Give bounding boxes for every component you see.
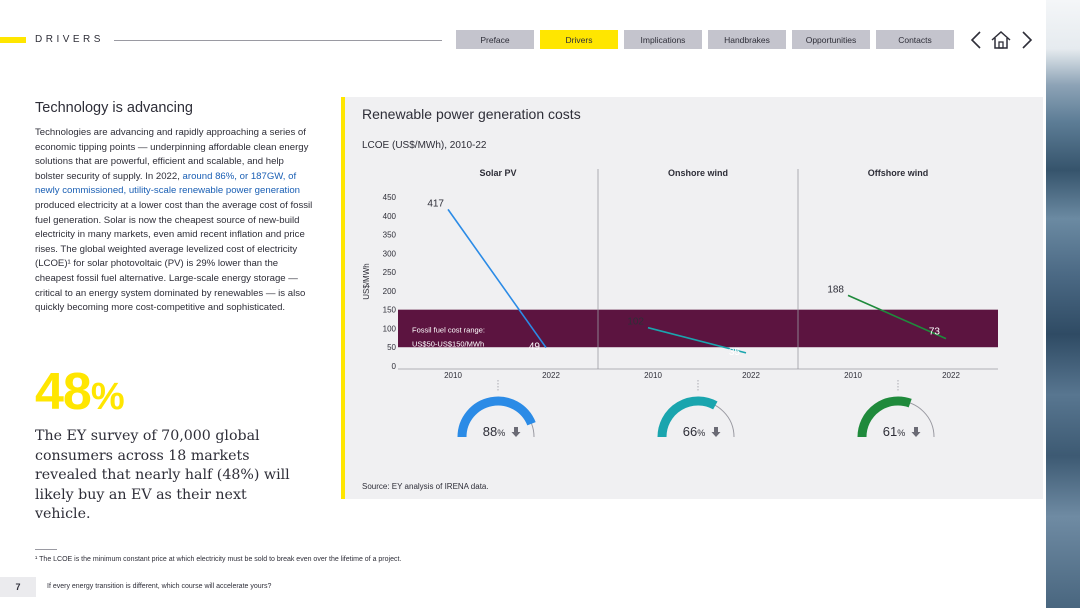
y-tick-label-150: 150 [383, 306, 397, 315]
chart-source: Source: EY analysis of IRENA data. [362, 482, 489, 491]
data-label-end-0: 49 [529, 342, 541, 353]
chevron-left-icon[interactable] [966, 29, 988, 51]
x-tick-end-2: 2022 [942, 371, 960, 380]
data-label-start-1: 102 [627, 317, 644, 328]
nav-tab-preface[interactable]: Preface [456, 30, 534, 49]
y-tick-label-400: 400 [383, 212, 397, 221]
gauge-value-number-2: 61 [883, 424, 897, 439]
body-paragraph: Technologies are advancing and rapidly a… [35, 126, 315, 316]
footnote-rule [35, 549, 57, 550]
series-line-0 [447, 208, 547, 349]
y-tick-label-450: 450 [383, 193, 397, 202]
nav-tab-drivers[interactable]: Drivers [540, 30, 618, 49]
chart-title: Renewable power generation costs [362, 106, 581, 122]
chart-panel-accent [341, 97, 345, 499]
y-tick-label-300: 300 [383, 249, 397, 258]
big-stat: 48% [35, 362, 125, 427]
chevron-right-icon[interactable] [1015, 29, 1037, 51]
data-label-start-0: 417 [427, 198, 444, 209]
gauge-fill-0 [457, 396, 536, 438]
y-tick-label-350: 350 [383, 231, 397, 240]
body-text-end: produced electricity at a lower cost tha… [35, 199, 313, 314]
gauge-value-unit-0: % [497, 428, 505, 438]
nav-tab-contacts[interactable]: Contacts [876, 30, 954, 49]
down-arrow-icon-1 [711, 427, 721, 437]
nav-tab-opportunities[interactable]: Opportunities [792, 30, 870, 49]
nav-tab-implications[interactable]: Implications [624, 30, 702, 49]
series-line-2 [847, 294, 947, 340]
big-stat-unit: % [90, 376, 125, 418]
fossil-cost-band [398, 309, 998, 348]
gauge-value-0: 88% [483, 424, 505, 439]
gauge-value-number-0: 88 [483, 424, 497, 439]
data-label-end-2: 73 [929, 327, 941, 338]
y-axis-label: US$/MWh [362, 263, 371, 299]
fossil-band-label-line1: Fossil fuel cost range: [412, 326, 485, 335]
gauge-value-number-1: 66 [683, 424, 697, 439]
footer-tagline: If every energy transition is different,… [47, 583, 272, 590]
panel-title-0: Solar PV [479, 168, 516, 178]
home-icon[interactable] [990, 29, 1012, 51]
y-tick-label-100: 100 [383, 324, 397, 333]
footnote: ¹ The LCOE is the minimum constant price… [35, 556, 402, 563]
coastal-photo-strip [1046, 0, 1080, 608]
page-number: 7 [0, 577, 36, 597]
section-accent-bar [0, 37, 26, 43]
renewable-generation-link[interactable]: around 86%, or 187GW, of newly commissio… [35, 170, 301, 197]
chart-subtitle: LCOE (US$/MWh), 2010-22 [362, 140, 487, 151]
gauge-fill-2 [857, 396, 912, 438]
x-tick-start-2: 2010 [844, 371, 862, 380]
series-line-1 [647, 326, 747, 354]
gauge-value-2: 61% [883, 424, 905, 439]
panel-title-2: Offshore wind [868, 168, 929, 178]
data-label-start-2: 188 [827, 284, 844, 295]
x-tick-end-1: 2022 [742, 371, 760, 380]
section-label: DRIVERS [35, 34, 104, 45]
stat-description: The EY survey of 70,000 global consumers… [35, 428, 290, 522]
gauge-value-unit-2: % [897, 428, 905, 438]
y-tick-label-200: 200 [383, 287, 397, 296]
gauge-value-1: 66% [683, 424, 705, 439]
nav-tab-handbrakes[interactable]: Handbrakes [708, 30, 786, 49]
x-tick-start-0: 2010 [444, 371, 462, 380]
fossil-band-label-line2: US$50-US$150/MWh [412, 340, 484, 349]
gauge-fill-1 [657, 396, 718, 438]
y-tick-label-250: 250 [383, 268, 397, 277]
section-heading: Technology is advancing [35, 100, 193, 116]
y-tick-label-50: 50 [387, 343, 396, 352]
lcoe-chart: US$/MWh 0 50 100 150 200 250 300 350 400 450 Fossil… [362, 168, 998, 439]
x-tick-end-0: 2022 [542, 371, 560, 380]
panel-title-1: Onshore wind [668, 168, 728, 178]
down-arrow-icon-2 [911, 427, 921, 437]
big-stat-value: 48 [35, 363, 92, 421]
section-rule [114, 40, 442, 41]
x-tick-start-1: 2010 [644, 371, 662, 380]
down-arrow-icon-0 [511, 427, 521, 437]
y-tick-label-0: 0 [392, 362, 397, 371]
body-text-start: Technologies are advancing and rapidly a… [35, 127, 309, 182]
data-label-end-1: 35 [729, 347, 741, 358]
gauge-value-unit-1: % [697, 428, 705, 438]
